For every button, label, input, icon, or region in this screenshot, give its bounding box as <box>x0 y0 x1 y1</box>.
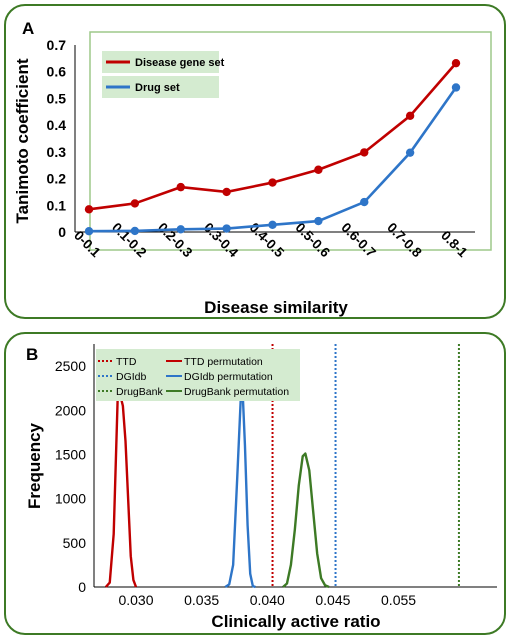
legend-b: TTD DGIdb DrugBank TTD permutation DGIdb per… <box>96 349 300 401</box>
series-line-0 <box>104 394 138 588</box>
legend-label: DGIdb permutation <box>184 371 273 383</box>
y-tick-label: 500 <box>63 535 87 551</box>
y-tick-label: 0.6 <box>47 64 67 80</box>
series-line-2 <box>282 452 330 589</box>
x-tick-label: 0.040 <box>250 592 285 608</box>
y-axis-title: Tanimoto coefficient <box>13 58 32 223</box>
data-point <box>84 226 94 236</box>
y-tick-label: 1500 <box>55 446 86 462</box>
data-point <box>268 220 277 229</box>
data-point <box>360 197 369 207</box>
panel-a-plot-frame <box>89 31 492 251</box>
legend-label: Disease gene set <box>135 57 225 69</box>
x-axis-title: Clinically active ratio <box>211 612 380 631</box>
data-point <box>268 178 277 187</box>
data-point <box>222 187 231 197</box>
data-point <box>176 182 185 192</box>
data-point <box>405 148 415 157</box>
x-tick-label: 0.030 <box>118 592 153 608</box>
data-point <box>451 83 461 92</box>
legend-box <box>96 349 300 401</box>
data-point <box>130 199 140 208</box>
legend-label: DrugBank <box>116 386 163 398</box>
legend-label: TTD permutation <box>184 356 263 368</box>
data-point <box>451 58 461 68</box>
data-point <box>405 111 415 120</box>
y-tick-label: 0.2 <box>47 171 67 187</box>
y-tick-label: 0.1 <box>47 197 67 213</box>
x-tick-label: 0.035 <box>184 592 219 608</box>
x-tick-label: 0.045 <box>315 592 350 608</box>
data-point <box>222 224 231 233</box>
y-tick-label: 0 <box>58 224 66 240</box>
legend-label: TTD <box>116 356 137 368</box>
panel-b-label: B <box>26 345 38 364</box>
legend-label: DGIdb <box>116 371 147 383</box>
panel-a-label: A <box>22 19 34 38</box>
chart-b: 0 500 1000 1500 2000 2500 0.030 0.035 0.040 0.045… <box>25 344 497 631</box>
legend-label: Drug set <box>135 82 180 94</box>
y-tick-label: 0 <box>78 579 86 595</box>
y-tick-label: 0.3 <box>47 144 67 160</box>
data-point <box>314 165 323 174</box>
data-point <box>314 216 323 226</box>
y-tick-label: 2500 <box>55 358 86 374</box>
legend-box <box>102 51 219 73</box>
y-axis-title: Frequency <box>25 422 44 509</box>
data-point <box>84 205 94 214</box>
y-tick-label: 0.7 <box>47 37 67 53</box>
legend-a: Disease gene set Drug set <box>102 51 225 98</box>
y-tick-label: 2000 <box>55 402 86 418</box>
data-point <box>130 226 140 236</box>
x-axis-title: Disease similarity <box>204 298 348 317</box>
data-point <box>360 148 369 157</box>
y-tick-label: 1000 <box>55 491 86 507</box>
legend-label: DrugBank permutation <box>184 386 289 398</box>
x-tick-label: 0.055 <box>381 592 416 608</box>
legend-box <box>102 76 219 98</box>
y-tick-label: 0.4 <box>47 117 67 133</box>
data-point <box>176 225 185 234</box>
panel-a-frame <box>4 4 506 319</box>
y-tick-label: 0.5 <box>47 90 67 106</box>
